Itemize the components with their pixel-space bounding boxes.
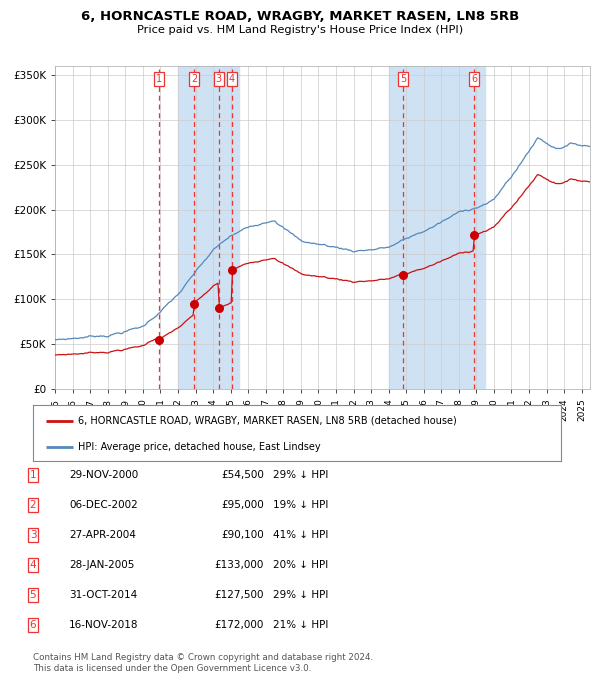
- Text: 16-NOV-2018: 16-NOV-2018: [69, 620, 139, 630]
- Text: Contains HM Land Registry data © Crown copyright and database right 2024.: Contains HM Land Registry data © Crown c…: [33, 653, 373, 662]
- Text: 5: 5: [29, 590, 37, 600]
- Text: 1: 1: [29, 471, 37, 480]
- Text: 28-JAN-2005: 28-JAN-2005: [69, 560, 134, 570]
- Text: 3: 3: [29, 530, 37, 540]
- Text: This data is licensed under the Open Government Licence v3.0.: This data is licensed under the Open Gov…: [33, 664, 311, 673]
- Text: 6: 6: [29, 620, 37, 630]
- Text: 4: 4: [229, 74, 235, 84]
- Text: 2: 2: [29, 500, 37, 510]
- Text: 6, HORNCASTLE ROAD, WRAGBY, MARKET RASEN, LN8 5RB: 6, HORNCASTLE ROAD, WRAGBY, MARKET RASEN…: [81, 10, 519, 23]
- Text: £95,000: £95,000: [221, 500, 264, 510]
- Text: 6, HORNCASTLE ROAD, WRAGBY, MARKET RASEN, LN8 5RB (detached house): 6, HORNCASTLE ROAD, WRAGBY, MARKET RASEN…: [78, 416, 457, 426]
- Text: 41% ↓ HPI: 41% ↓ HPI: [273, 530, 328, 540]
- Text: £127,500: £127,500: [215, 590, 264, 600]
- Bar: [178, 66, 239, 389]
- Text: £172,000: £172,000: [215, 620, 264, 630]
- Text: £54,500: £54,500: [221, 471, 264, 480]
- Text: HPI: Average price, detached house, East Lindsey: HPI: Average price, detached house, East…: [78, 442, 320, 452]
- Text: 2: 2: [191, 74, 197, 84]
- Text: 20% ↓ HPI: 20% ↓ HPI: [273, 560, 328, 570]
- Text: 27-APR-2004: 27-APR-2004: [69, 530, 136, 540]
- Text: 3: 3: [215, 74, 222, 84]
- Text: 29% ↓ HPI: 29% ↓ HPI: [273, 590, 328, 600]
- Text: 1: 1: [156, 74, 162, 84]
- Text: 29-NOV-2000: 29-NOV-2000: [69, 471, 138, 480]
- Text: 4: 4: [29, 560, 37, 570]
- Text: 19% ↓ HPI: 19% ↓ HPI: [273, 500, 328, 510]
- Text: 31-OCT-2014: 31-OCT-2014: [69, 590, 137, 600]
- Text: £90,100: £90,100: [221, 530, 264, 540]
- Text: 5: 5: [400, 74, 406, 84]
- Text: £133,000: £133,000: [215, 560, 264, 570]
- Text: 6: 6: [471, 74, 477, 84]
- Text: Price paid vs. HM Land Registry's House Price Index (HPI): Price paid vs. HM Land Registry's House …: [137, 25, 463, 35]
- Text: 29% ↓ HPI: 29% ↓ HPI: [273, 471, 328, 480]
- Bar: [389, 66, 485, 389]
- Text: 21% ↓ HPI: 21% ↓ HPI: [273, 620, 328, 630]
- Text: 06-DEC-2002: 06-DEC-2002: [69, 500, 138, 510]
